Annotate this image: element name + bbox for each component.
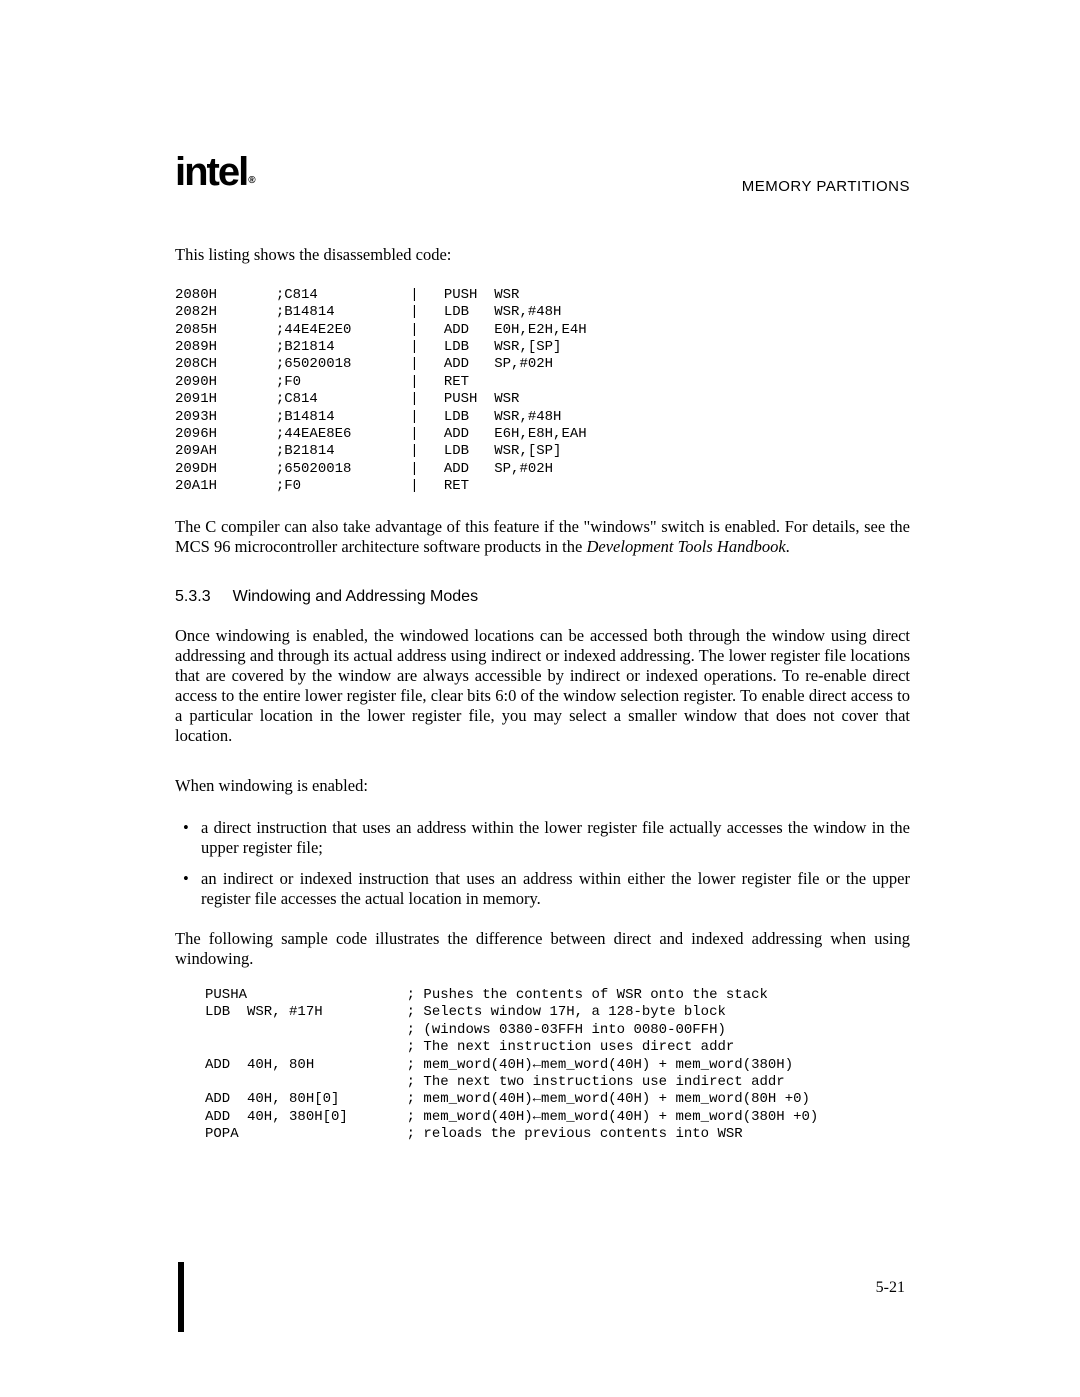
para1-italic: Development Tools Handbook [586,537,785,556]
logo-text: intel [175,150,247,194]
section-heading: 5.3.3 Windowing and Addressing Modes [175,588,910,606]
intro-text: This listing shows the disassembled code… [175,245,910,265]
paragraph-when-enabled: When windowing is enabled: [175,776,910,796]
page: intel® MEMORY PARTITIONS This listing sh… [0,0,1080,1397]
page-number: 5-21 [876,1279,905,1297]
sample-code-listing: PUSHA ; Pushes the contents of WSR onto … [205,987,910,1143]
paragraph-windowing: Once windowing is enabled, the windowed … [175,626,910,747]
intel-logo: intel® [175,150,253,195]
para1-part-a: The C compiler can also take advantage o… [175,517,910,556]
bullet-list: a direct instruction that uses an addres… [175,818,910,909]
paragraph-compiler: The C compiler can also take advantage o… [175,517,910,557]
section-number: 5.3.3 [175,588,211,606]
para1-part-b: . [786,537,790,556]
paragraph-sample-intro: The following sample code illustrates th… [175,929,910,969]
header-title: MEMORY PARTITIONS [742,178,910,195]
disassembly-listing: 2080H ;C814 | PUSH WSR 2082H ;B14814 | L… [175,287,910,495]
change-bar [178,1262,184,1332]
list-item: a direct instruction that uses an addres… [175,818,910,858]
section-title: Windowing and Addressing Modes [233,588,478,605]
page-header: intel® MEMORY PARTITIONS [175,150,910,195]
list-item: an indirect or indexed instruction that … [175,869,910,909]
logo-registered: ® [248,175,253,186]
